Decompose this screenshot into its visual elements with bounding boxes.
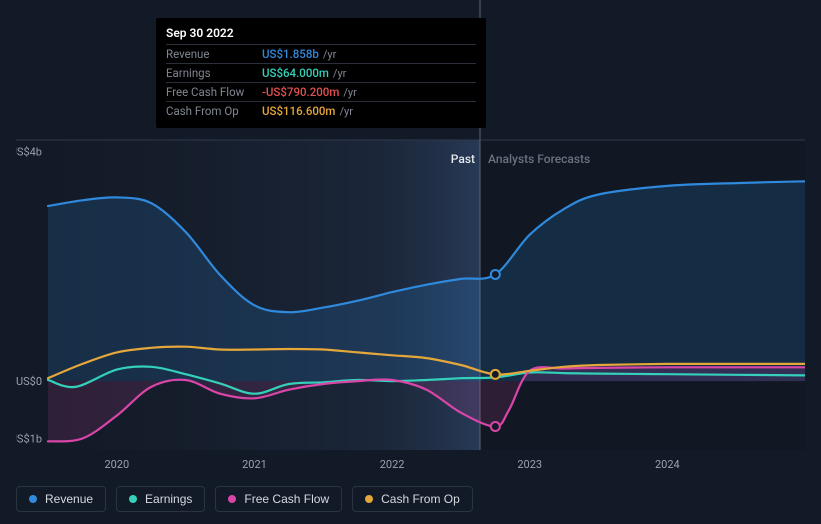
svg-text:2021: 2021: [242, 458, 267, 471]
tooltip-value: US$116.600m: [262, 104, 335, 118]
tooltip-label: Cash From Op: [166, 104, 262, 118]
legend-dot-icon: [29, 495, 37, 503]
tooltip-date: Sep 30 2022: [166, 24, 476, 44]
tooltip-value: -US$790.200m: [262, 85, 339, 99]
tooltip-suffix: /yr: [333, 67, 346, 80]
legend-item-cfo[interactable]: Cash From Op: [352, 486, 473, 512]
legend-dot-icon: [365, 495, 373, 503]
legend-label: Earnings: [145, 492, 192, 506]
financials-chart[interactable]: Sep 30 2022 Revenue US$1.858b /yr Earnin…: [16, 0, 805, 480]
svg-text:2020: 2020: [104, 458, 129, 471]
legend-item-revenue[interactable]: Revenue: [16, 486, 106, 512]
tooltip-row-earnings: Earnings US$64.000m /yr: [166, 63, 476, 82]
tooltip-suffix: /yr: [339, 105, 352, 118]
tooltip-suffix: /yr: [323, 48, 336, 61]
svg-text:US$4b: US$4b: [16, 145, 42, 158]
svg-text:2022: 2022: [380, 458, 405, 471]
legend-item-earnings[interactable]: Earnings: [116, 486, 205, 512]
svg-text:-US$1b: -US$1b: [16, 433, 42, 446]
legend-label: Cash From Op: [381, 492, 460, 506]
tooltip-label: Revenue: [166, 47, 262, 61]
tooltip-value: US$1.858b: [262, 47, 319, 61]
svg-text:US$0: US$0: [16, 375, 42, 388]
legend-dot-icon: [129, 495, 137, 503]
tooltip-row-revenue: Revenue US$1.858b /yr: [166, 44, 476, 63]
legend-label: Free Cash Flow: [244, 492, 329, 506]
tooltip-row-cfo: Cash From Op US$116.600m /yr: [166, 101, 476, 120]
tooltip-label: Free Cash Flow: [166, 85, 262, 99]
tooltip-value: US$64.000m: [262, 66, 329, 80]
legend-item-fcf[interactable]: Free Cash Flow: [215, 486, 342, 512]
legend-dot-icon: [228, 495, 236, 503]
tooltip-row-fcf: Free Cash Flow -US$790.200m /yr: [166, 82, 476, 101]
tooltip-label: Earnings: [166, 66, 262, 80]
svg-text:2023: 2023: [517, 458, 542, 471]
legend-bar: Revenue Earnings Free Cash Flow Cash Fro…: [16, 486, 473, 512]
tooltip-suffix: /yr: [343, 86, 356, 99]
legend-label: Revenue: [45, 492, 93, 506]
svg-text:2024: 2024: [655, 458, 680, 471]
chart-tooltip: Sep 30 2022 Revenue US$1.858b /yr Earnin…: [156, 18, 486, 128]
